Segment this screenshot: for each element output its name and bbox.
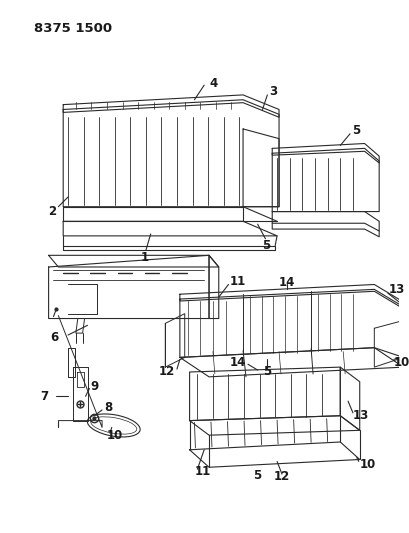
Text: 5: 5 (262, 239, 270, 252)
Text: 4: 4 (209, 77, 217, 90)
Text: 5: 5 (351, 124, 360, 138)
Text: 10: 10 (393, 356, 409, 369)
Text: 1: 1 (141, 251, 149, 264)
Text: 5: 5 (253, 469, 261, 481)
Text: 3: 3 (269, 85, 277, 99)
Text: 14: 14 (229, 356, 246, 369)
Text: 10: 10 (359, 458, 375, 471)
Text: 7: 7 (40, 390, 49, 403)
Text: 13: 13 (388, 283, 404, 296)
Text: 13: 13 (352, 409, 368, 422)
Text: 12: 12 (273, 471, 290, 483)
Text: 5: 5 (263, 366, 271, 378)
Text: 11: 11 (229, 275, 246, 288)
Text: 14: 14 (278, 276, 294, 289)
Text: 10: 10 (107, 429, 123, 442)
Text: 6: 6 (50, 332, 58, 344)
Text: 8: 8 (104, 401, 112, 415)
Text: 12: 12 (158, 366, 175, 378)
Text: 2: 2 (49, 205, 56, 218)
Text: 11: 11 (194, 465, 210, 478)
Text: 8375 1500: 8375 1500 (34, 22, 112, 35)
Text: 9: 9 (90, 380, 99, 393)
